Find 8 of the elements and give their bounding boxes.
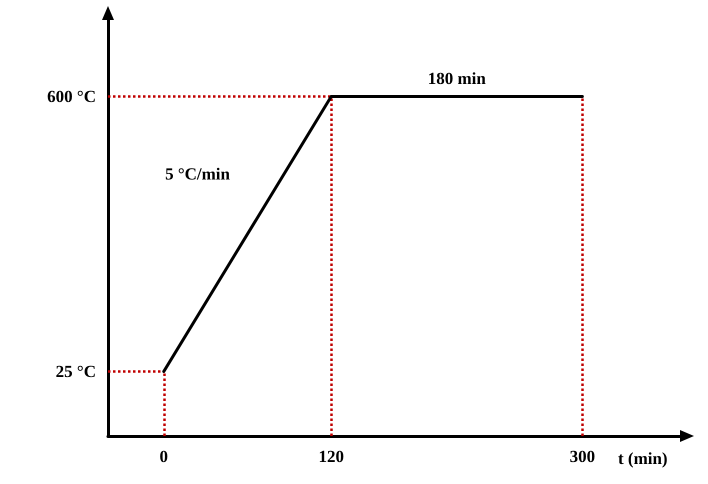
x-tick-label: 0 bbox=[160, 447, 168, 466]
x-tick-label: 120 bbox=[318, 447, 344, 466]
y-tick-label: 25 °C bbox=[56, 362, 96, 381]
x-tick-label: 300 bbox=[570, 447, 596, 466]
x-axis-title: t (min) bbox=[618, 449, 668, 468]
annotation: 5 °C/min bbox=[165, 164, 230, 184]
y-tick-label: 600 °C bbox=[47, 87, 96, 106]
annotation: 180 min bbox=[428, 69, 486, 88]
